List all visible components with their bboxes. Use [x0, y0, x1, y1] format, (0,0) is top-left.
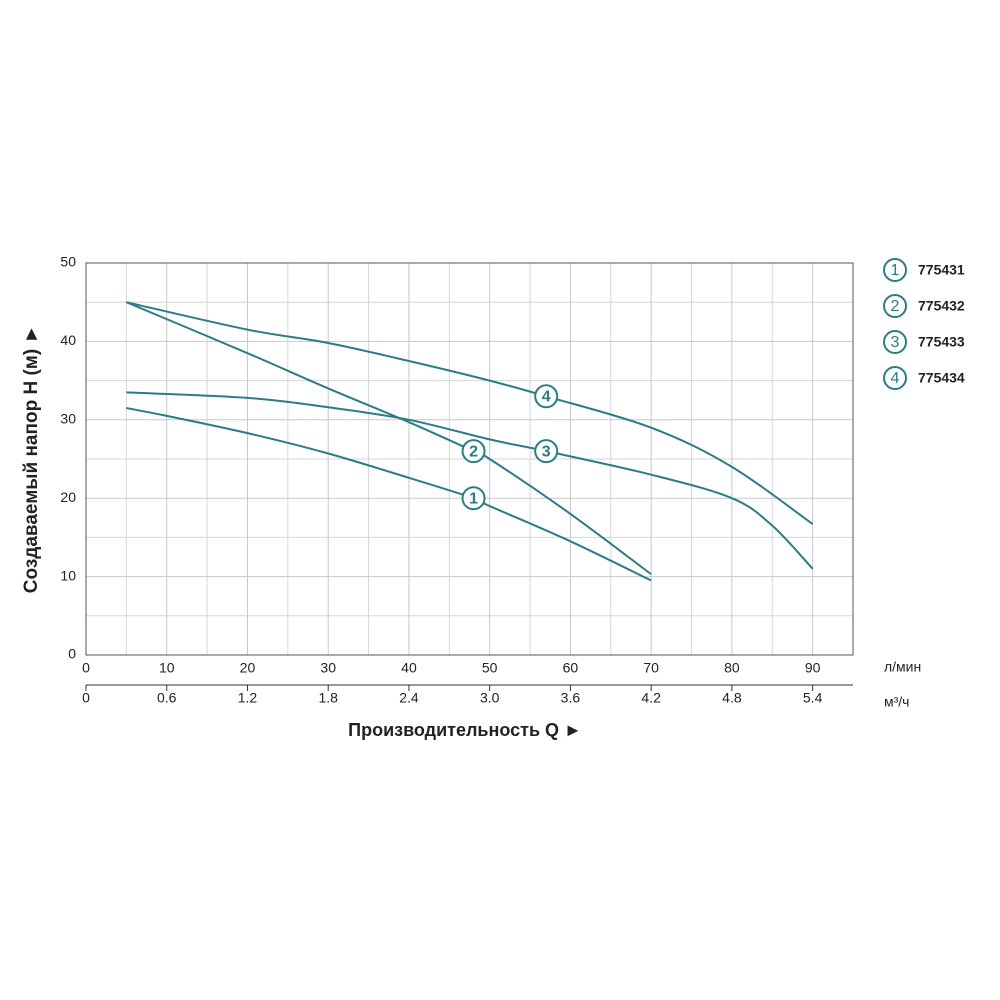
legend-label: 775431: [918, 262, 965, 278]
x2-tick-label: 1.2: [238, 690, 258, 706]
x-tick-label: 50: [482, 660, 498, 676]
legend-badge: [883, 294, 907, 318]
curve-badge-label: 4: [542, 388, 551, 405]
y-tick-label: 40: [60, 332, 76, 348]
x-tick-label: 70: [643, 660, 659, 676]
pump-curve: [126, 301, 814, 525]
legend-badge: [883, 366, 907, 390]
legend-badge: [883, 330, 907, 354]
pump-curve: [125, 301, 652, 576]
curve-badge: [461, 439, 486, 464]
x-tick-label: 60: [563, 660, 579, 676]
x2-tick-label: 4.2: [641, 690, 661, 706]
x2-tick-label: 0: [82, 690, 90, 706]
x2-tick-label: 4.8: [722, 690, 742, 706]
x-tick-label: 80: [724, 660, 740, 676]
x2-tick-label: 0.6: [157, 690, 177, 706]
legend-badge-label: 4: [891, 370, 900, 387]
curve-badge-label: 3: [542, 443, 551, 460]
y-axis-label: Создаваемый напор H (м) ►: [21, 325, 42, 594]
y-tick-label: 50: [60, 254, 76, 270]
pump-curve: [126, 407, 652, 582]
curve-badge: [461, 486, 486, 511]
y-tick-label: 30: [60, 411, 76, 427]
x2-tick-label: 1.8: [318, 690, 338, 706]
x-tick-label: 30: [320, 660, 336, 676]
x2-tick-label: 5.4: [803, 690, 823, 706]
legend-badge-label: 1: [891, 262, 900, 279]
curve-badge: [534, 439, 559, 464]
legend-badge: [883, 258, 907, 282]
curve-badge-label: 1: [469, 490, 478, 507]
y-tick-label: 20: [60, 489, 76, 505]
y-tick-label: 0: [68, 646, 76, 662]
legend-label: 775433: [918, 334, 965, 350]
x2-tick-label: 3.0: [480, 690, 500, 706]
x2-tick-label: 3.6: [561, 690, 581, 706]
legend-badge-label: 2: [891, 298, 900, 315]
x-tick-label: 10: [159, 660, 175, 676]
x-tick-label: 40: [401, 660, 417, 676]
x2-unit: м³/ч: [884, 694, 909, 710]
pump-curve: [126, 391, 814, 570]
legend-badge-label: 3: [891, 334, 900, 351]
x-tick-label: 90: [805, 660, 821, 676]
curve-badge-label: 2: [469, 443, 478, 460]
x-axis-label: Производительность Q ►: [348, 720, 582, 740]
legend-label: 775434: [918, 370, 965, 386]
y-tick-label: 10: [60, 567, 76, 583]
x2-tick-label: 2.4: [399, 690, 419, 706]
plot-frame: [85, 262, 854, 656]
x-tick-label: 20: [240, 660, 256, 676]
curve-badge: [534, 384, 559, 409]
legend-label: 775432: [918, 298, 965, 314]
x-unit: л/мин: [884, 659, 921, 675]
x-tick-label: 0: [82, 660, 90, 676]
